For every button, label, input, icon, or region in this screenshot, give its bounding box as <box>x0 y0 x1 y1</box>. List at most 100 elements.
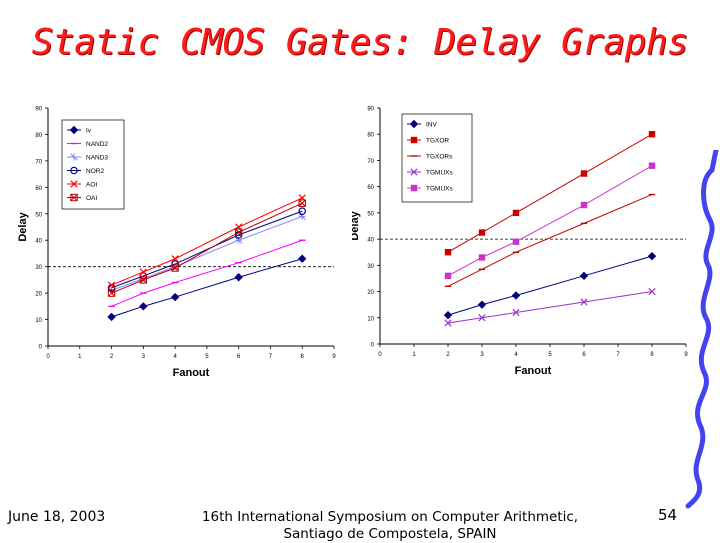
left-y-tick-label: 10 <box>35 318 42 324</box>
right-data-point <box>648 131 656 138</box>
right-x-tick-label: 6 <box>582 352 586 358</box>
left-y-tick-label: 80 <box>35 133 42 139</box>
right-data-point <box>477 300 487 309</box>
footer-conference-line2: Santiago de Compostela, SPAIN <box>283 526 497 542</box>
right-data-point <box>478 314 486 322</box>
right-data-point <box>444 319 452 327</box>
left-chart-svg: 0 10 20 30 40 50 60 70 80 90 0 1 2 3 4 5 6 7 8 9 Fanout Delay… <box>17 107 336 380</box>
right-data-point <box>443 310 453 320</box>
left-legend-marker <box>70 193 78 202</box>
right-y-tick-label: 30 <box>367 264 374 270</box>
left-y-tick-label: 20 <box>35 292 42 298</box>
left-data-point <box>234 228 243 236</box>
left-x-tick-label: 9 <box>332 354 336 360</box>
left-data-point <box>234 273 243 282</box>
right-data-point <box>444 249 452 256</box>
right-series-line <box>447 194 653 287</box>
left-delay-chart: 0 10 20 30 40 50 60 70 80 90 0 1 2 3 4 5 6 7 8 9 Fanout Delay… <box>12 96 348 392</box>
page-number: 54 <box>658 506 678 524</box>
left-data-point <box>171 255 179 263</box>
right-x-tick-label: 5 <box>548 352 552 358</box>
right-data-point <box>580 201 588 209</box>
right-y-tick-label: 80 <box>367 133 374 139</box>
left-y-tick-label: 40 <box>35 239 42 245</box>
left-data-point <box>298 199 306 207</box>
left-legend-label: Iv <box>86 128 92 135</box>
left-data-point <box>107 289 116 297</box>
right-delay-chart: 0 10 20 30 40 50 60 70 80 90 0 1 2 3 4 5 6 7 8 9 Fanout Delay… <box>349 96 698 388</box>
right-legend: INV TGXOR TGXORs TGMUXs TGMUXs <box>401 113 473 203</box>
left-data-point <box>170 292 180 302</box>
right-series-line <box>447 255 653 316</box>
right-data-point <box>512 209 520 217</box>
left-y-tick-label: 50 <box>35 212 42 218</box>
right-legend-marker <box>409 119 419 129</box>
right-legend-label: TGMUXs <box>426 186 453 193</box>
right-legend-marker <box>410 168 418 176</box>
right-data-point <box>648 287 656 296</box>
decorative-squiggle <box>685 150 719 509</box>
right-data-point <box>647 251 657 261</box>
left-x-tick-label: 0 <box>46 354 50 360</box>
left-data-point <box>139 302 148 311</box>
left-x-tick-label: 5 <box>205 354 209 360</box>
right-series-line <box>447 291 653 324</box>
left-x-tick-label: 1 <box>78 354 82 360</box>
right-y-tick-label: 20 <box>367 290 374 296</box>
left-y-tick-label: 70 <box>35 159 42 165</box>
right-legend-marker <box>410 136 418 144</box>
right-x-tick-label: 2 <box>446 352 450 358</box>
right-x-axis-label: Fanout <box>515 365 552 377</box>
right-data-point <box>648 162 656 169</box>
left-data-point <box>139 276 148 284</box>
slide-title: Static CMOS Gates: Delay Graphs <box>31 22 689 63</box>
right-legend-label: TGMUXs <box>426 170 453 177</box>
right-y-tick-label: 50 <box>367 211 374 217</box>
right-x-tick-label: 1 <box>412 352 416 358</box>
right-y-tick-label: 40 <box>367 238 374 244</box>
left-y-tick-label: 60 <box>35 186 42 192</box>
right-series-line <box>447 133 653 253</box>
left-x-tick-label: 3 <box>142 354 146 360</box>
right-chart-svg: 0 10 20 30 40 50 60 70 80 90 0 1 2 3 4 5 6 7 8 9 Fanout Delay… <box>349 107 688 378</box>
left-y-tick-label: 30 <box>35 265 42 271</box>
right-y-tick-label: 0 <box>371 343 375 349</box>
left-data-point <box>107 281 116 289</box>
right-x-tick-label: 7 <box>616 352 620 358</box>
right-x-tick-label: 8 <box>650 352 654 358</box>
right-legend-label: TGXORs <box>426 154 453 161</box>
left-x-axis-label: Fanout <box>173 367 210 379</box>
left-x-tick-label: 7 <box>269 354 273 360</box>
left-data-point <box>171 264 179 272</box>
footer-date: June 18, 2003 <box>8 509 106 525</box>
right-data-point <box>579 271 589 281</box>
right-legend-label: TGXOR <box>426 138 449 145</box>
right-data-point <box>444 272 452 280</box>
right-data-point <box>512 238 520 245</box>
left-legend-label: NOR2 <box>86 168 104 175</box>
left-legend-label: NAND2 <box>86 141 108 148</box>
right-data-point <box>478 229 486 236</box>
right-x-tick-label: 3 <box>480 352 484 358</box>
left-series-line <box>111 258 303 318</box>
right-data-point <box>511 291 521 300</box>
left-series-line <box>111 197 303 286</box>
left-legend-label: NAND3 <box>86 155 108 162</box>
right-x-tick-label: 9 <box>684 352 688 358</box>
right-data-point <box>478 254 486 261</box>
left-series-line <box>111 210 303 289</box>
left-x-tick-label: 4 <box>173 354 177 360</box>
left-data-point <box>107 312 116 322</box>
left-data-point <box>139 268 147 276</box>
right-y-axis-label: Delay <box>352 210 361 240</box>
left-x-tick-label: 8 <box>301 354 305 360</box>
left-x-tick-label: 6 <box>237 354 241 360</box>
right-legend-label: INV <box>426 122 438 129</box>
left-legend: Iv NAND2 NAND3 NOR2 AOI OAI <box>61 119 125 210</box>
footer-conference-line1: 16th International Symposium on Computer… <box>201 509 579 525</box>
left-y-tick-label: 90 <box>35 107 42 113</box>
right-x-tick-label: 0 <box>378 352 382 358</box>
right-x-tick-label: 4 <box>514 352 518 358</box>
left-y-axis-label: Delay <box>17 211 29 241</box>
left-legend-label: AOI <box>86 182 97 189</box>
